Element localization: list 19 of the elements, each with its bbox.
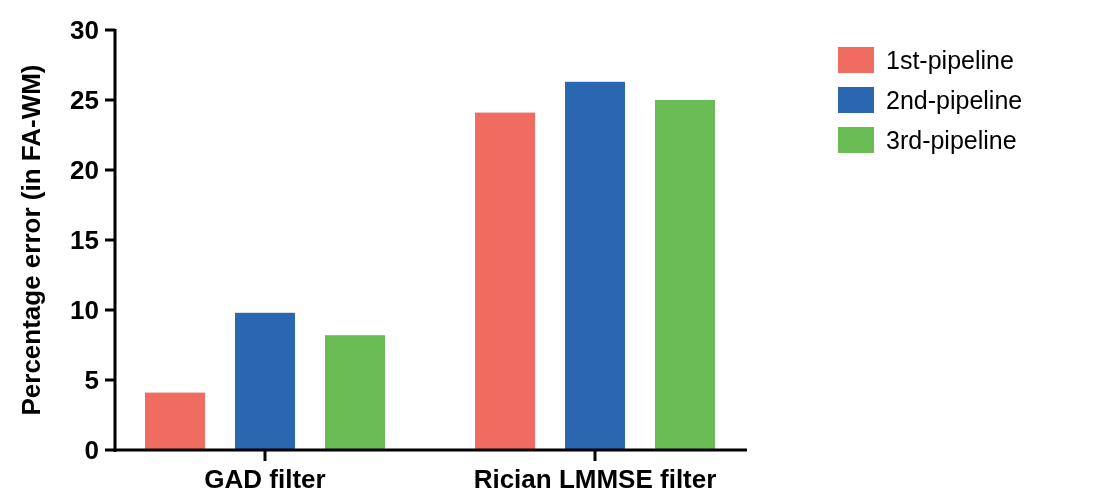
bar: [145, 392, 205, 450]
bar: [655, 100, 715, 450]
bar: [565, 81, 625, 450]
y-axis-title: Percentage error (in FA-WM): [16, 64, 46, 416]
legend-label: 3rd-pipeline: [886, 125, 1017, 154]
y-tick-label: 0: [84, 435, 99, 466]
y-tick-label: 10: [70, 295, 99, 326]
bar: [475, 112, 535, 450]
x-tick-label: Rician LMMSE filter: [473, 464, 717, 494]
y-tick-label: 30: [70, 15, 99, 46]
bar: [325, 335, 385, 450]
y-tick-label: 20: [70, 155, 99, 186]
y-tick-label: 15: [70, 225, 99, 256]
x-tick-label: GAD filter: [204, 464, 326, 494]
y-tick-label: 25: [70, 85, 99, 116]
legend-label: 1st-pipeline: [886, 45, 1014, 74]
y-tick-label: 5: [84, 365, 99, 396]
bar: [235, 312, 295, 450]
legend-label: 2nd-pipeline: [886, 85, 1023, 114]
